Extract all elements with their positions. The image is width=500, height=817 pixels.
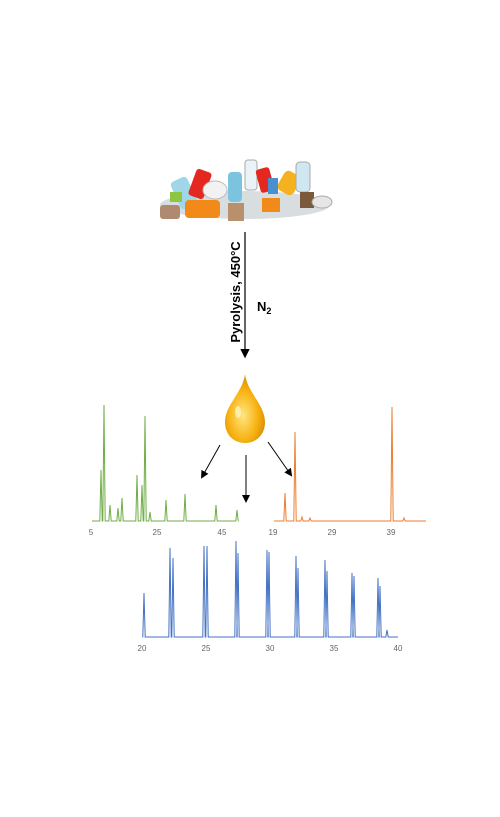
chromatogram-trace (274, 406, 426, 522)
tick-label: 45 (218, 528, 227, 537)
condition-label: Pyrolysis, 450°C (228, 241, 243, 343)
tick-label: 25 (153, 528, 162, 537)
tick-label: 29 (328, 528, 337, 537)
tick-label: 40 (394, 644, 403, 653)
branch-arrow (201, 444, 221, 479)
tick-label: 35 (330, 644, 339, 653)
tick-label: 20 (138, 644, 147, 653)
chromatogram-trace (142, 540, 398, 638)
tick-label: 25 (202, 644, 211, 653)
plastic-waste (160, 159, 333, 221)
tick-label: 30 (266, 644, 275, 653)
atmosphere-label: N2 (257, 299, 271, 316)
branch-arrow (267, 441, 293, 477)
atmosphere-symbol: N (257, 299, 266, 314)
oil-droplet (225, 374, 265, 443)
chromatogram-trace (92, 404, 239, 522)
tick-label: 39 (387, 528, 396, 537)
tick-label: 19 (269, 528, 278, 537)
atmosphere-subscript: 2 (266, 306, 271, 316)
tick-label: 5 (89, 528, 94, 537)
